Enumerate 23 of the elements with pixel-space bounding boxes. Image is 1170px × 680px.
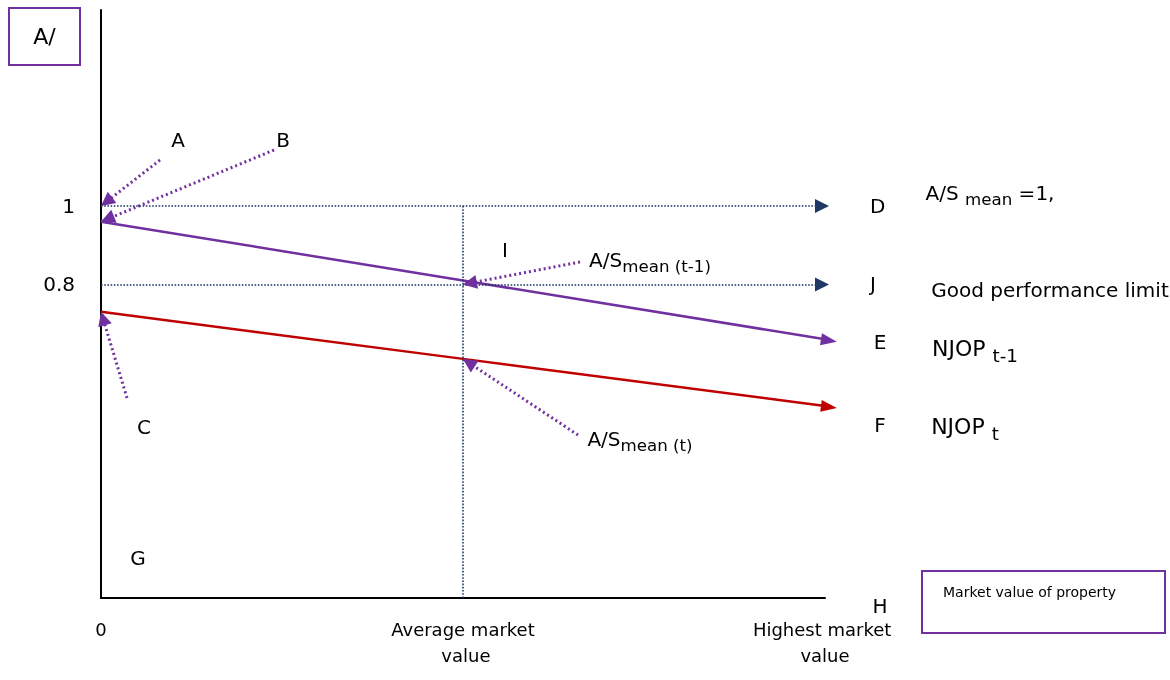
text: H [872,594,888,618]
x-axis-title: Market value of property [921,570,1166,634]
y-axis-title: A/ [8,7,81,66]
annotation: A/S$_{mean (t)}$ [587,427,693,455]
text: Good performance limit [931,278,1169,302]
x-tick-label: Highest market value [752,618,898,666]
text: F [874,413,886,437]
y-tick-label: 0.8 [43,272,75,297]
y-tick-label: 1 [62,194,75,218]
annotation: G [130,546,146,570]
x-tick-label: Average market value [391,618,535,666]
text: A/S $_{mean}$ =1, [925,181,1055,209]
annotation: I [502,238,508,262]
x-tick-label: 0 [95,618,107,640]
annotation: C [137,415,151,439]
text: E [873,330,887,354]
annotation: A/S$_{mean (t-1)}$ [589,248,711,276]
annotation: B [276,128,290,152]
ref-line-label: J [868,272,876,297]
text: NJOP $_{t}$ [931,414,999,444]
ref-line-label: D [870,194,886,218]
annotation: A [171,128,185,152]
text: NJOP $_{t-1}$ [932,336,1018,366]
